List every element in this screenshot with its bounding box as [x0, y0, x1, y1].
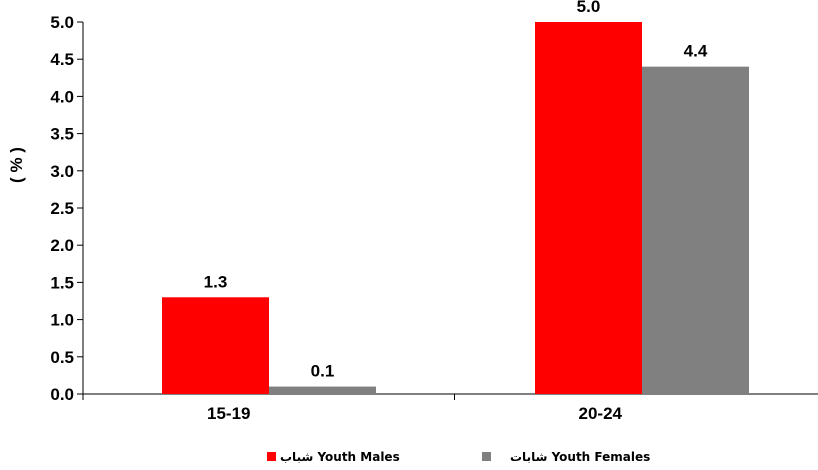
x-tick-label: 15-19: [207, 404, 250, 423]
data-label: 0.1: [311, 362, 335, 381]
bar: [642, 66, 749, 394]
y-tick-label: 2.0: [50, 236, 74, 255]
bar: [162, 297, 269, 394]
y-tick-label: 4.0: [50, 87, 74, 106]
data-label: 5.0: [577, 0, 601, 16]
y-tick-label: 0.0: [50, 385, 74, 404]
y-axis-title: ( % ): [7, 147, 26, 183]
legend-swatch: [482, 452, 491, 461]
y-tick-label: 1.0: [50, 311, 74, 330]
data-labels: 1.3 5.0 0.1 4.4: [204, 0, 708, 381]
y-tick-label: 0.5: [50, 348, 74, 367]
bars: [162, 22, 749, 394]
x-axis: 15-19 20-24: [82, 393, 818, 423]
data-label: 1.3: [204, 272, 228, 291]
bar: [535, 22, 642, 394]
x-tick-label: 20-24: [579, 404, 623, 423]
y-tick-label: 1.5: [50, 273, 74, 292]
y-tick-label: 5.0: [50, 13, 74, 32]
bar: [269, 386, 376, 394]
y-tick-label: 3.5: [50, 125, 74, 144]
y-axis: 0.0 0.5 1.0 1.5 2.0 2.5 3.0 3.5 4.0 4.5 5.0: [50, 13, 84, 404]
y-tick-label: 2.5: [50, 199, 74, 218]
y-tick-label: 3.0: [50, 162, 74, 181]
legend-label: شابات Youth Females: [510, 450, 650, 464]
data-label: 4.4: [684, 42, 708, 61]
legend-swatch: [267, 452, 276, 461]
legend: شباب Youth Males شابات Youth Females: [267, 450, 650, 464]
legend-label: شباب Youth Males: [280, 450, 400, 464]
y-tick-label: 4.5: [50, 50, 74, 69]
